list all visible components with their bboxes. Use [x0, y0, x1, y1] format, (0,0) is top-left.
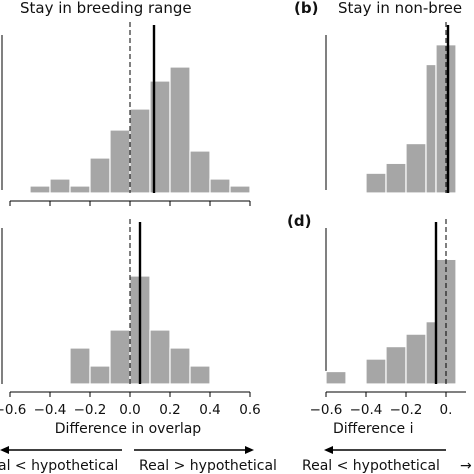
- arrow-right-label-c: Real > hypothetical: [139, 458, 277, 474]
- x-tick-label-c-4: 0.2: [159, 402, 180, 418]
- arrow-left-label-c: al < hypothetical: [0, 458, 118, 474]
- bar-a-1: [49, 178, 71, 194]
- arrow-right-label-d: →: [460, 458, 472, 474]
- bar-c-5: [169, 347, 191, 385]
- x-tick-label-c-0: −0.6: [0, 402, 26, 418]
- bar-c-6: [189, 365, 211, 385]
- x-tick-label-c-1: −0.4: [34, 402, 67, 418]
- bar-c-1: [89, 365, 111, 385]
- bar-b-2: [405, 142, 427, 194]
- x-tick-label-d-0: −0.6: [310, 402, 343, 418]
- xlabel-c: Difference in overlap: [55, 421, 202, 437]
- x-tick-label-c-6: 0.6: [239, 402, 260, 418]
- bar-a-5: [129, 108, 151, 194]
- bar-d-1: [365, 358, 387, 385]
- bar-a-9: [209, 178, 231, 194]
- bar-a-0: [29, 185, 51, 194]
- bar-d-0: [325, 370, 347, 385]
- x-tick-label-d-3: 0.: [440, 402, 453, 418]
- bar-c-2: [109, 329, 131, 385]
- x-tick-label-c-3: 0.0: [119, 402, 140, 418]
- bar-b-1: [385, 162, 407, 194]
- bar-d-3: [405, 333, 427, 385]
- arrow-left-c: [0, 446, 122, 454]
- bar-b-0: [365, 172, 387, 194]
- bar-c-4: [149, 329, 171, 385]
- bar-b-3: [425, 63, 437, 194]
- title-a: Stay in breeding range: [20, 0, 192, 17]
- bar-a-4: [109, 129, 131, 194]
- title-b: Stay in non-bree: [338, 0, 462, 17]
- bar-c-0: [69, 347, 91, 385]
- arrow-left-d: [324, 446, 446, 454]
- bar-d-2: [385, 346, 407, 385]
- bar-a-10: [229, 185, 251, 194]
- bar-a-2: [69, 185, 91, 194]
- x-tick-label-c-2: −0.2: [74, 402, 107, 418]
- bar-a-3: [89, 157, 111, 194]
- xlabel-d: Difference i: [333, 421, 414, 437]
- x-tick-label-d-2: −0.2: [390, 402, 423, 418]
- arrow-left-label-d: Real < hypothetical: [302, 458, 440, 474]
- panel-label-d: (d): [287, 212, 311, 230]
- bar-d-4: [425, 321, 437, 385]
- panel-label-b: (b): [294, 0, 318, 17]
- x-tick-label-d-1: −0.4: [350, 402, 383, 418]
- bar-a-8: [189, 150, 211, 194]
- bar-a-7: [169, 66, 191, 194]
- arrow-right-c: [134, 446, 254, 454]
- x-tick-label-c-5: 0.4: [199, 402, 220, 418]
